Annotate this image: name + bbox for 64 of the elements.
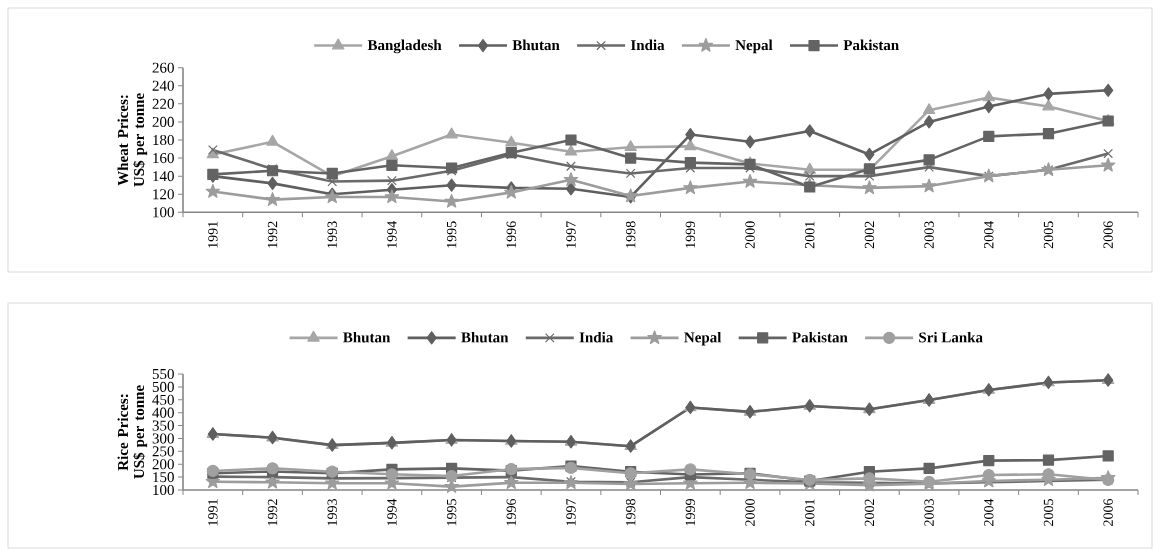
y-tick-label: 100	[153, 484, 174, 496]
legend-label: Nepal	[684, 331, 722, 346]
x-tick-label: 2003	[924, 499, 934, 526]
x-tick-label: 1992	[267, 499, 278, 526]
legend-label: Bhutan	[461, 331, 509, 343]
x-tick-label: 2000	[745, 221, 755, 249]
x-tick-label: 2000	[745, 499, 755, 526]
x-tick-label: 1997	[566, 498, 576, 526]
y-tick-label: 120	[153, 189, 174, 200]
x-tick-label: 1997	[566, 221, 576, 248]
x-tick-label: 1991	[208, 221, 218, 248]
x-tick-label: 1998	[625, 499, 636, 526]
x-tick-label: 1996	[506, 221, 516, 248]
x-tick-label: 1993	[327, 221, 337, 248]
legend-label: India	[579, 331, 614, 343]
y-tick-label: 260	[152, 62, 174, 73]
x-tick-label: 2005	[1043, 221, 1054, 249]
x-tick-label: 2001	[805, 499, 815, 526]
y-tick-label: 100	[153, 207, 174, 218]
legend-label: Sri Lanka	[919, 331, 983, 343]
y-tick-label: 350	[152, 420, 174, 431]
legend-label: Bhutan	[343, 331, 391, 343]
y-tick-label: 200	[152, 459, 174, 470]
x-tick-label: 2004	[984, 221, 994, 249]
legend-label: Bhutan	[512, 39, 560, 51]
x-tick-label: 1993	[327, 499, 337, 526]
y-axis-title: Wheat Prices: US$ per tonne	[117, 93, 148, 187]
y-tick-label: 500	[152, 381, 174, 392]
x-tick-label: 1991	[208, 499, 218, 526]
x-tick-label: 2003	[924, 221, 934, 249]
x-tick-label: 1994	[387, 498, 397, 526]
x-tick-label: 1996	[506, 498, 516, 526]
legend-label: Bangladesh	[367, 39, 442, 54]
y-tick-label: 250	[152, 446, 174, 457]
x-tick-label: 2005	[1043, 499, 1054, 526]
x-tick-label: 2002	[864, 499, 875, 526]
x-tick-label: 2004	[984, 498, 994, 526]
x-tick-label: 1995	[446, 499, 457, 526]
legend-label: Pakistan	[843, 39, 899, 51]
x-tick-label: 1992	[267, 221, 278, 248]
y-tick-label: 450	[152, 394, 174, 405]
y-tick-label: 160	[153, 153, 174, 164]
x-tick-label: 1999	[685, 221, 696, 248]
x-tick-label: 2006	[1103, 221, 1113, 249]
legend-label: Nepal	[735, 39, 773, 54]
y-tick-label: 200	[152, 116, 174, 127]
x-tick-label: 2002	[864, 221, 875, 249]
y-tick-label: 150	[153, 472, 174, 483]
y-tick-label: 400	[152, 407, 174, 418]
y-axis-title: Rice Prices: US$ per tonne	[117, 385, 148, 479]
y-tick-label: 140	[153, 171, 174, 182]
x-tick-label: 1998	[625, 221, 636, 248]
x-tick-label: 2006	[1103, 498, 1113, 526]
legend-label: Pakistan	[792, 331, 848, 343]
x-tick-label: 1995	[446, 221, 457, 248]
x-tick-label: 1994	[387, 221, 397, 248]
x-tick-label: 2001	[805, 221, 815, 249]
legend-label: India	[630, 39, 665, 51]
y-tick-label: 550	[152, 368, 174, 380]
y-tick-label: 300	[152, 433, 174, 444]
x-tick-label: 1999	[685, 499, 696, 526]
y-tick-label: 220	[152, 98, 174, 109]
y-tick-label: 180	[153, 134, 174, 146]
y-tick-label: 240	[152, 80, 174, 91]
